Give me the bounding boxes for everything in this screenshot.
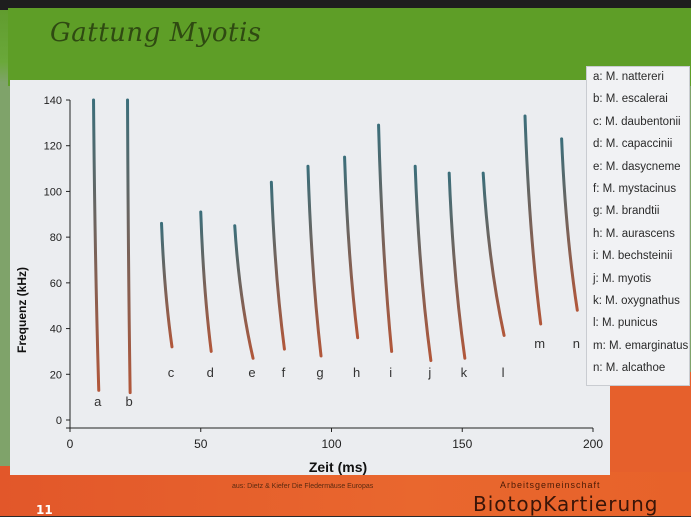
- legend-item: a: M. nattereri: [593, 71, 664, 83]
- top-bar: [0, 0, 691, 10]
- call-sweep-g: [306, 164, 323, 358]
- call-sweep-k: [447, 171, 467, 360]
- call-sweep-m: [523, 114, 543, 326]
- call-sweep-e: [233, 224, 255, 360]
- x-tick-label: 50: [194, 437, 208, 451]
- y-tick-label: 120: [44, 141, 62, 153]
- call-sweep-n: [560, 137, 579, 312]
- call-label: m: [534, 336, 545, 351]
- call-label: c: [168, 365, 175, 380]
- legend-item: h: M. aurascens: [593, 227, 675, 240]
- chart-panel: 0 20 40 60 80 100 120 140 0 50 100 150 200 a b c d e f g h i…: [10, 80, 610, 475]
- legend-item: e: M. dasycneme: [593, 160, 681, 173]
- call-sweep-h: [343, 155, 360, 340]
- legend-item: i: M. bechsteinii: [593, 250, 673, 263]
- y-tick-label: 140: [44, 95, 62, 107]
- call-label: d: [207, 365, 214, 380]
- call-label: e: [248, 365, 255, 380]
- call-label: a: [94, 394, 102, 409]
- call-sweep-j: [413, 164, 433, 363]
- species-legend: a: M. nattereri b: M. escalerai c: M. daub…: [586, 66, 690, 386]
- x-tick-label: 100: [321, 437, 341, 451]
- org-subtitle: Arbeitsgemeinschaft: [500, 480, 601, 490]
- source-note: aus: Dietz & Kiefer Die Fledermäuse Euro…: [232, 483, 374, 490]
- title-band: [8, 8, 691, 86]
- legend-item: d: M. capaccinii: [593, 138, 673, 151]
- y-tick-label: 60: [50, 278, 62, 290]
- call-sweep-l: [481, 171, 506, 337]
- legend-item: c: M. daubentonii: [593, 115, 681, 128]
- call-sweep-f: [269, 180, 286, 351]
- call-label: i: [389, 365, 392, 380]
- legend-item: n: M. alcathoe: [593, 362, 666, 375]
- legend-item: f: M. mystacinus: [593, 183, 677, 195]
- call-label: k: [461, 365, 468, 380]
- y-tick-label: 100: [44, 186, 62, 198]
- call-label: l: [502, 365, 505, 380]
- legend-item: k: M. oxygnathus: [593, 295, 680, 307]
- call-sweep-b: [126, 98, 132, 395]
- legend-item: b: M. escalerai: [593, 93, 668, 106]
- x-axis-label: Zeit (ms): [309, 459, 367, 475]
- call-sweep-d: [199, 210, 213, 353]
- y-tick-label: 20: [50, 369, 62, 381]
- y-tick-label: 40: [50, 324, 62, 336]
- legend-item: g: M. brandtii: [593, 205, 660, 218]
- y-tick-label: 80: [50, 232, 62, 244]
- call-label: j: [427, 365, 431, 380]
- legend-item: j: M. myotis: [593, 272, 652, 285]
- call-label: g: [316, 365, 323, 380]
- call-sweep-c: [160, 221, 174, 349]
- call-label: h: [353, 365, 360, 380]
- call-label: f: [282, 365, 286, 380]
- org-logo-text: BiotopKartierung: [473, 492, 659, 516]
- right-band: [604, 372, 691, 472]
- call-label: b: [126, 394, 133, 409]
- x-tick-label: 0: [67, 437, 74, 451]
- y-tick-label: 0: [56, 415, 62, 427]
- x-tick-label: 150: [452, 437, 472, 451]
- call-label: n: [573, 336, 580, 351]
- call-sweep-i: [377, 123, 394, 353]
- legend-item: l: M. punicus: [593, 317, 658, 330]
- call-sweep-a: [92, 98, 101, 392]
- legend-item: m: M. emarginatus: [593, 339, 689, 352]
- y-axis-label: Frequenz (kHz): [15, 267, 29, 353]
- x-tick-label: 200: [583, 437, 603, 451]
- slide-title: Gattung Myotis: [50, 18, 262, 48]
- slide-number: 11: [36, 503, 53, 517]
- spectrogram-chart: 0 20 40 60 80 100 120 140 0 50 100 150 200 a b c d e f g h i…: [15, 95, 603, 475]
